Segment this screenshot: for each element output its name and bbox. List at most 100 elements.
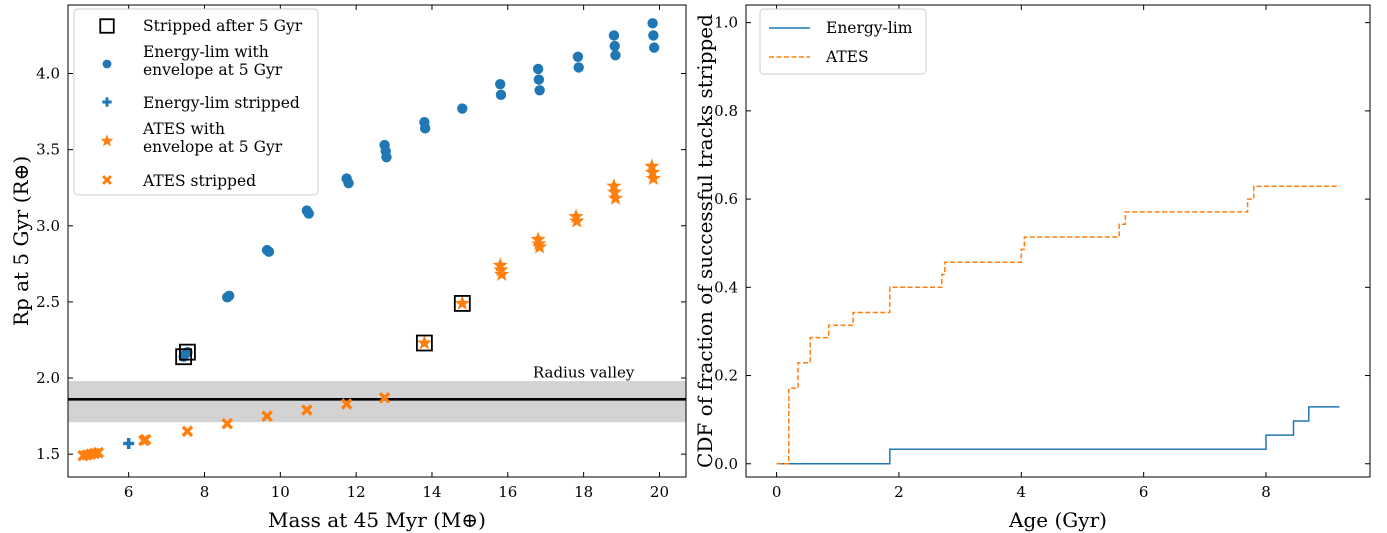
data-point-circle [647, 18, 658, 29]
data-point-square [179, 343, 196, 361]
legend-label-line: ATES with [142, 120, 225, 138]
legend-label-line: envelope at 5 Gyr [143, 138, 283, 156]
data-point-circle [495, 89, 507, 101]
data-point-star [454, 295, 470, 310]
data-point-plus [123, 438, 135, 450]
data-point-square [415, 334, 433, 352]
data-point-x [221, 417, 234, 430]
y-tick-label: 2.5 [36, 293, 60, 311]
legend-label: ATES [825, 48, 869, 66]
x-tick-label: 10 [271, 483, 290, 501]
data-point-circle [343, 177, 354, 189]
data-point-circle [648, 30, 659, 41]
legend-marker-x [102, 175, 112, 185]
data-point-x [181, 425, 194, 438]
legend-label: Energy-lim stripped [143, 94, 300, 112]
x-tick-label: 4 [1017, 483, 1027, 501]
data-point-circle [495, 78, 506, 90]
right-y-axis-label: CDF of fraction of successful tracks str… [693, 14, 717, 468]
data-point-circle [419, 123, 431, 134]
data-point-star [606, 178, 622, 193]
data-point-circle [609, 40, 620, 52]
data-point-circle [263, 246, 275, 257]
data-point-square [453, 295, 471, 312]
data-point-star [532, 239, 548, 254]
legend-label: ATES with envelope at 5 Gyr [142, 120, 283, 156]
data-point-circle [303, 208, 314, 219]
data-point-x [92, 446, 105, 459]
y-tick-label: 3.5 [36, 141, 60, 159]
data-point-circle [610, 50, 621, 61]
legend-label-line: Energy-lim with [143, 43, 269, 61]
legend-label: Energy-lim with envelope at 5 Gyr [143, 43, 283, 79]
data-point-circle [572, 51, 584, 62]
x-tick-label: 6 [124, 483, 134, 501]
left-marks [77, 18, 661, 462]
right-lines [776, 185, 1340, 465]
legend-label-line: ATES stripped [142, 172, 256, 190]
data-point-circle [381, 152, 392, 163]
y-tick-label: 2.0 [36, 369, 60, 387]
x-tick-label: 8 [1261, 483, 1271, 501]
y-tick-label: 0.6 [714, 190, 738, 208]
legend-label-line: Energy-lim [826, 19, 913, 37]
series-line-energy-lim [776, 406, 1340, 465]
series-line-ates [776, 185, 1340, 465]
x-tick-label: 20 [650, 483, 669, 501]
right-plot-frame [745, 4, 1371, 478]
right-ticks: 0 2 4 6 8 0.0 0.2 0.4 0.6 0.8 1.0 [714, 5, 1370, 501]
legend-marker-circle [102, 59, 112, 69]
right-legend: Energy-lim ATES [759, 8, 927, 75]
data-point-star [607, 190, 624, 205]
radius-valley-annotation: Radius valley [533, 363, 635, 381]
y-tick-label: 1.0 [714, 14, 738, 32]
legend-label-line: Energy-lim stripped [143, 94, 300, 112]
data-point-square [175, 348, 193, 366]
data-point-circle [223, 290, 235, 302]
y-tick-label: 0.0 [714, 455, 738, 473]
legend-label-line: envelope at 5 Gyr [143, 61, 283, 79]
left-panel: Radius valley 6 8 10 12 14 16 18 20 1.5 2.0 2.5 3.0… [9, 4, 687, 532]
left-x-axis-label: Mass at 45 Myr (M⊕) [268, 508, 486, 532]
legend-label-line: Stripped after 5 Gyr [143, 17, 303, 35]
data-point-star [644, 158, 660, 173]
x-tick-label: 8 [200, 483, 210, 501]
data-point-circle [648, 42, 660, 53]
y-tick-label: 3.0 [36, 217, 60, 235]
data-point-circle [457, 103, 468, 114]
legend-marker-square [99, 18, 115, 34]
y-tick-label: 0.8 [714, 102, 738, 120]
legend-marker-plus [102, 97, 112, 107]
y-tick-label: 4.0 [36, 65, 60, 83]
data-point-star [569, 213, 585, 228]
data-point-circle [533, 74, 545, 85]
right-panel: 0 2 4 6 8 0.0 0.2 0.4 0.6 0.8 1.0 Age (Gyr) CDF of… [693, 4, 1371, 532]
data-point-x [261, 410, 273, 422]
y-tick-label: 0.2 [714, 367, 738, 385]
data-point-x [340, 398, 353, 410]
legend-label: Energy-lim [826, 19, 913, 37]
data-point-x [378, 392, 391, 404]
data-point-circle [534, 85, 545, 96]
valley-band [68, 381, 686, 423]
data-point-x [301, 404, 313, 416]
x-tick-label: 14 [422, 483, 441, 501]
left-ticks: 6 8 10 12 14 16 18 20 1.5 2.0 2.5 3.0 3.5 4.0 [36, 5, 686, 501]
data-point-star [607, 184, 623, 199]
x-tick-label: 12 [347, 483, 366, 501]
legend-label: Stripped after 5 Gyr [143, 17, 303, 35]
legend-frame [73, 8, 319, 196]
x-tick-label: 6 [1139, 483, 1149, 501]
data-point-star [645, 164, 661, 179]
data-point-star [416, 335, 432, 350]
legend-marker-star [100, 134, 114, 147]
y-tick-label: 0.4 [714, 278, 738, 296]
data-point-circle [573, 62, 584, 73]
data-point-x [139, 433, 152, 446]
x-tick-label: 16 [498, 483, 517, 501]
x-tick-label: 2 [894, 483, 904, 501]
left-y-axis-label: Rp at 5 Gyr (R⊕) [9, 156, 33, 326]
legend-label: ATES stripped [142, 172, 256, 190]
